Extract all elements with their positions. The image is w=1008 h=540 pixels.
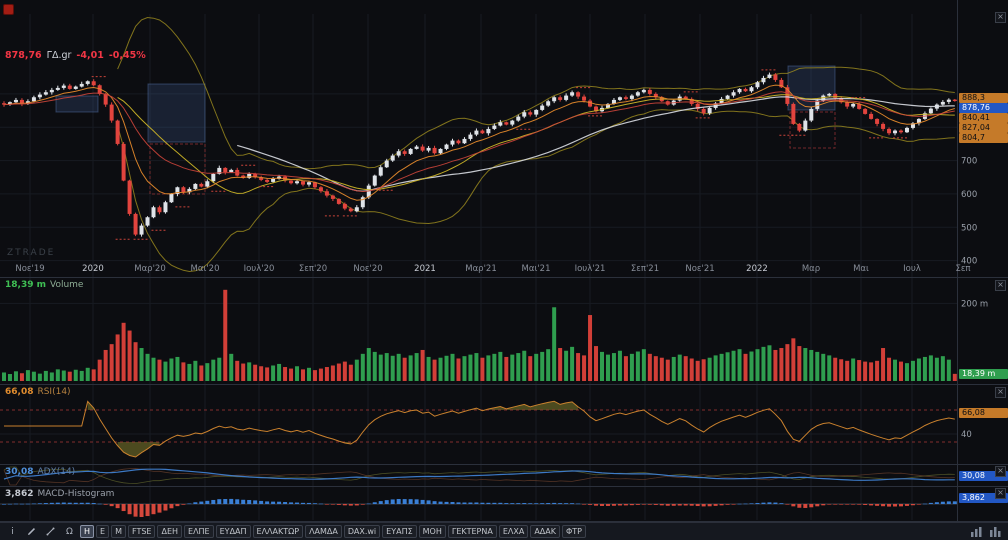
price-tag: 888,3	[959, 93, 1008, 103]
svg-text:Σεπ'20: Σεπ'20	[299, 264, 327, 274]
close-pane-icon[interactable]: ×	[995, 466, 1006, 477]
svg-text:700: 700	[961, 157, 977, 167]
adx-pane-label: 30,08 ADX(14)	[5, 467, 75, 477]
svg-text:2020: 2020	[82, 264, 104, 274]
symbol-tab[interactable]: ΜΟΗ	[419, 525, 446, 538]
symbol-tab[interactable]: ΕΛΛΑΚΤΩΡ	[253, 525, 304, 538]
price-tag: 66,08	[959, 408, 1008, 418]
svg-text:600: 600	[961, 190, 977, 200]
volume-pane-label: 18,39 m Volume	[5, 280, 83, 290]
price-tag: 804,7	[959, 133, 1008, 143]
info-icon[interactable]: i	[4, 524, 21, 539]
pencil-icon[interactable]	[23, 524, 40, 539]
timeframe-button-H[interactable]: H	[80, 525, 94, 538]
price-tag: 18,39 m	[959, 369, 1008, 379]
timeframe-button-E[interactable]: E	[96, 525, 109, 538]
svg-text:500: 500	[961, 223, 977, 233]
symbol-tab[interactable]: ΔΕΗ	[157, 525, 182, 538]
svg-text:Μαρ'21: Μαρ'21	[465, 264, 497, 274]
svg-text:Μαι'21: Μαι'21	[522, 264, 551, 274]
chart-canvas[interactable]: Νοε'19 2020 Μαρ'20 Μαι'20 Ιουλ'20 Σεπ'20 Νοε'2…	[0, 0, 1008, 522]
svg-text:Ιουλ: Ιουλ	[903, 264, 921, 274]
symbol-tab[interactable]: ΛΑΜΔΑ	[305, 525, 342, 538]
symbol-tab[interactable]: DAX.wi	[344, 525, 380, 538]
svg-text:40: 40	[961, 430, 972, 440]
svg-text:200 m: 200 m	[961, 299, 988, 309]
trendline-icon[interactable]	[42, 524, 59, 539]
svg-text:2022: 2022	[746, 264, 768, 274]
equalizer-icon[interactable]	[987, 524, 1004, 539]
app-icon[interactable]	[3, 4, 14, 15]
rsi-pane-label: 66,08 RSI(14)	[5, 387, 71, 397]
adx-indicator-name: ADX(14)	[37, 467, 75, 477]
macd-value: 3,862	[5, 489, 33, 499]
symbol-tab[interactable]: ΕΥΑΠΣ	[382, 525, 416, 538]
symbol-tab[interactable]: ΕΛΠΕ	[184, 525, 214, 538]
symbol-tab[interactable]: ΕΥΔΑΠ	[216, 525, 251, 538]
bottom-toolbar: i Ω HEM FTSEΔΕΗΕΛΠΕΕΥΔΑΠΕΛΛΑΚΤΩΡΛΑΜΔΑDAX.…	[0, 522, 1008, 540]
svg-text:400: 400	[961, 257, 977, 267]
svg-text:2021: 2021	[414, 264, 436, 274]
symbol-tab[interactable]: FTSE	[128, 525, 155, 538]
symbol-tab[interactable]: ΓΕΚΤΕΡΝΑ	[448, 525, 497, 538]
close-pane-icon[interactable]: ×	[995, 280, 1006, 291]
svg-text:Νοε'21: Νοε'21	[685, 264, 714, 274]
last-price: 878,76	[5, 50, 42, 61]
price-change: -4,01	[76, 50, 103, 61]
svg-text:Νοε'19: Νοε'19	[15, 264, 44, 274]
svg-text:Ιουλ'20: Ιουλ'20	[244, 264, 275, 274]
volume-indicator-name: Volume	[50, 280, 83, 290]
svg-text:Σεπ'21: Σεπ'21	[631, 264, 659, 274]
bar-chart-icon[interactable]	[968, 524, 985, 539]
platform-watermark: ZTRADE	[7, 248, 55, 258]
close-pane-icon[interactable]: ×	[995, 387, 1006, 398]
svg-text:Μαι: Μαι	[853, 264, 869, 274]
symbol-tab[interactable]: ΕΛΧΑ	[499, 525, 528, 538]
timeframe-button-M[interactable]: M	[111, 525, 126, 538]
price-tag: 878,76	[959, 103, 1008, 113]
svg-text:Μαρ: Μαρ	[802, 264, 820, 274]
rsi-value: 66,08	[5, 387, 33, 397]
rsi-indicator-name: RSI(14)	[37, 387, 70, 397]
symbol-tab[interactable]: ΦΤΡ	[562, 525, 586, 538]
symbol-tab[interactable]: ΑΔΑΚ	[530, 525, 560, 538]
svg-text:Μαρ'20: Μαρ'20	[134, 264, 166, 274]
instrument-legend: 878,76 ΓΔ.gr -4,01 -0,45%	[5, 50, 146, 61]
trading-app-window: Νοε'19 2020 Μαρ'20 Μαι'20 Ιουλ'20 Σεπ'20 Νοε'2…	[0, 0, 1008, 540]
svg-text:Ιουλ'21: Ιουλ'21	[575, 264, 606, 274]
svg-text:Μαι'20: Μαι'20	[191, 264, 220, 274]
adx-value: 30,08	[5, 467, 33, 477]
volume-value: 18,39 m	[5, 280, 46, 290]
symbol-name: ΓΔ.gr	[47, 50, 72, 61]
close-pane-icon[interactable]: ×	[995, 488, 1006, 499]
price-tag: 840,41	[959, 113, 1008, 123]
price-tag: 827,04	[959, 123, 1008, 133]
svg-text:Νοε'20: Νοε'20	[353, 264, 382, 274]
macd-indicator-name: MACD-Histogram	[37, 489, 114, 499]
macd-pane-label: 3,862 MACD-Histogram	[5, 489, 114, 499]
price-change-pct: -0,45%	[109, 50, 146, 61]
close-pane-icon[interactable]: ×	[995, 12, 1006, 23]
omega-icon[interactable]: Ω	[61, 524, 78, 539]
